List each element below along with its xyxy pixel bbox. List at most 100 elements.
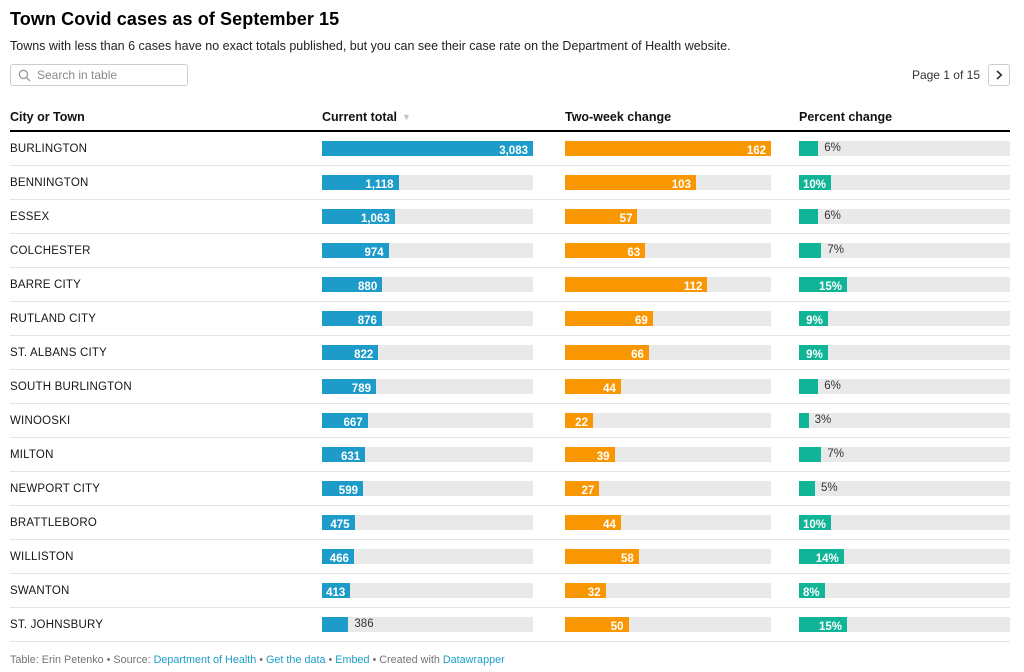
page-title: Town Covid cases as of September 15 <box>10 9 340 29</box>
two-week-change-bar-cell: 162 <box>565 141 771 157</box>
two-week-change-bar-track: 22 <box>565 413 771 429</box>
embed-link[interactable]: Embed <box>335 654 370 666</box>
next-page-button[interactable] <box>988 64 1010 86</box>
two-week-change-bar-cell: 63 <box>565 243 771 259</box>
search-input[interactable] <box>37 68 180 82</box>
current-total-value-label: 876 <box>357 315 377 327</box>
current-total-bar-cell: 413 <box>322 583 533 599</box>
current-total-bar: 974 <box>322 243 389 259</box>
current-total-bar-track: 876 <box>322 311 533 327</box>
percent-change-bar-track: 8% <box>799 583 1010 599</box>
percent-change-value-label: 6% <box>824 380 841 392</box>
current-total-bar-cell: 386 <box>322 617 533 632</box>
two-week-change-bar: 66 <box>565 345 649 361</box>
current-total-value-label: 1,118 <box>365 179 394 191</box>
current-total-value-label: 386 <box>354 618 374 630</box>
table-row: SOUTH BURLINGTON 789 44 6% <box>10 370 1010 404</box>
percent-change-bar <box>799 141 819 156</box>
percent-change-bar-track: 3% <box>799 413 1010 428</box>
current-total-bar: 3,083 <box>322 141 533 157</box>
table-row: BURLINGTON 3,083 162 6% <box>10 132 1010 166</box>
table-body: BURLINGTON 3,083 162 6% BENNINGTON 1,118 103 10… <box>10 132 1010 642</box>
percent-change-bar-cell: 3% <box>799 413 1010 428</box>
percent-change-bar-cell: 9% <box>799 345 1010 361</box>
two-week-change-value-label: 44 <box>603 519 616 531</box>
percent-change-bar <box>799 379 819 394</box>
current-total-bar: 599 <box>322 481 363 497</box>
percent-change-bar-track: 6% <box>799 141 1010 156</box>
table-row: BARRE CITY 880 112 15% <box>10 268 1010 302</box>
town-name: NEWPORT CITY <box>10 482 101 495</box>
percent-change-value-label: 7% <box>827 448 845 460</box>
percent-change-bar-track: 7% <box>799 447 1010 462</box>
current-total-bar-track: 3,083 <box>322 141 533 157</box>
town-name: WILLISTON <box>10 550 74 563</box>
column-header-two-week-change[interactable]: Two-week change <box>565 110 672 124</box>
two-week-change-bar-track: 69 <box>565 311 771 327</box>
two-week-change-bar: 69 <box>565 311 653 327</box>
two-week-change-bar: 27 <box>565 481 600 497</box>
percent-change-bar: 15% <box>799 277 847 293</box>
current-total-bar-track: 413 <box>322 583 533 599</box>
two-week-change-bar-cell: 58 <box>565 549 771 565</box>
column-header-city-or-town[interactable]: City or Town <box>10 110 85 124</box>
two-week-change-bar-cell: 69 <box>565 311 771 327</box>
two-week-change-value-label: 50 <box>610 621 624 633</box>
percent-change-bar: 8% <box>799 583 825 599</box>
current-total-value-label: 1,063 <box>360 213 390 225</box>
percent-change-bar <box>799 209 819 224</box>
current-total-bar: 789 <box>322 379 376 395</box>
current-total-bar <box>322 617 349 632</box>
table-row: SWANTON 413 32 8% <box>10 574 1010 608</box>
percent-change-bar-track: 10% <box>799 175 1010 191</box>
table-row: ST. ALBANS CITY 822 66 9% <box>10 336 1010 370</box>
current-total-bar-track: 475 <box>322 515 533 531</box>
two-week-change-value-label: 103 <box>671 179 691 191</box>
percent-change-value-label: 9% <box>806 315 823 327</box>
two-week-change-bar-cell: 39 <box>565 447 771 463</box>
current-total-bar-track: 880 <box>322 277 533 293</box>
two-week-change-bar-track: 32 <box>565 583 771 599</box>
search-box[interactable] <box>10 64 188 86</box>
source-link[interactable]: Department of Health <box>153 654 257 666</box>
current-total-value-label: 3,083 <box>499 145 528 157</box>
two-week-change-bar-cell: 44 <box>565 379 771 395</box>
town-name: ESSEX <box>10 210 50 223</box>
percent-change-value-label: 9% <box>806 349 823 361</box>
two-week-change-bar-track: 112 <box>565 277 771 293</box>
two-week-change-bar-track: 57 <box>565 209 771 225</box>
percent-change-bar: 9% <box>799 345 828 361</box>
percent-change-bar-cell: 6% <box>799 141 1010 156</box>
percent-change-bar-track: 7% <box>799 243 1010 258</box>
get-the-data-link[interactable]: Get the data <box>266 654 326 666</box>
footer-credits: Table: Erin Petenko • Source: Department… <box>10 654 505 666</box>
two-week-change-value-label: 22 <box>575 417 588 429</box>
column-header-percent-change[interactable]: Percent change <box>799 110 893 124</box>
two-week-change-value-label: 66 <box>631 349 644 361</box>
current-total-bar-cell: 3,083 <box>322 141 533 157</box>
percent-change-value-label: 15% <box>818 281 842 293</box>
two-week-change-bar-cell: 22 <box>565 413 771 429</box>
two-week-change-bar-cell: 66 <box>565 345 771 361</box>
datawrapper-link[interactable]: Datawrapper <box>442 654 505 666</box>
town-name: BARRE CITY <box>10 278 82 291</box>
town-name: ST. JOHNSBURY <box>10 618 104 631</box>
percent-change-bar <box>799 413 809 428</box>
two-week-change-bar-cell: 103 <box>565 175 771 191</box>
percent-change-bar-cell: 6% <box>799 209 1010 224</box>
current-total-bar-cell: 599 <box>322 481 533 497</box>
current-total-bar-track: 1,118 <box>322 175 533 191</box>
two-week-change-value-label: 57 <box>619 213 633 225</box>
current-total-value-label: 631 <box>340 451 361 463</box>
percent-change-value-label: 10% <box>802 519 826 531</box>
town-name: WINOOSKI <box>10 414 71 427</box>
table-row: MILTON 631 39 7% <box>10 438 1010 472</box>
page-indicator: Page 1 of 15 <box>911 68 980 82</box>
current-total-bar-track: 974 <box>322 243 533 259</box>
percent-change-bar-track: 10% <box>799 515 1010 531</box>
two-week-change-bar: 57 <box>565 209 638 225</box>
percent-change-value-label: 6% <box>824 210 841 222</box>
two-week-change-value-label: 32 <box>587 587 601 599</box>
column-header-current-total[interactable]: Current total ▼ <box>322 110 411 124</box>
